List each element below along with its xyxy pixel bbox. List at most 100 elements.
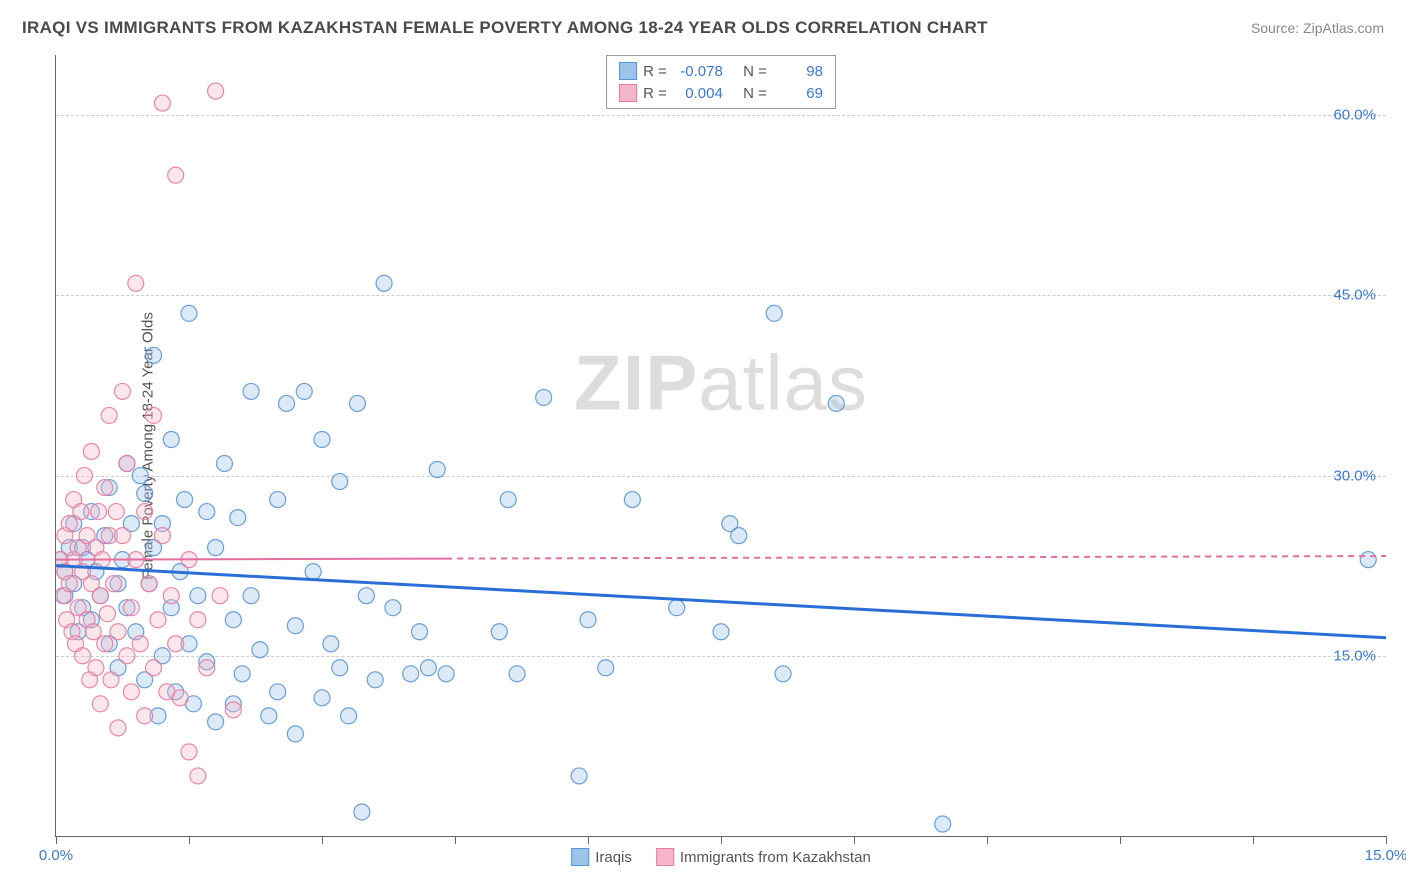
data-point xyxy=(287,618,303,634)
data-point xyxy=(190,588,206,604)
data-point xyxy=(314,690,330,706)
data-point xyxy=(150,612,166,628)
data-point xyxy=(243,383,259,399)
data-point xyxy=(181,744,197,760)
legend-r-label: R = xyxy=(643,63,667,80)
data-point xyxy=(190,612,206,628)
data-point xyxy=(420,660,436,676)
data-point xyxy=(76,468,92,484)
x-tick xyxy=(1386,836,1387,844)
data-point xyxy=(73,504,89,520)
data-point xyxy=(766,305,782,321)
data-point xyxy=(128,275,144,291)
data-point xyxy=(123,600,139,616)
data-point xyxy=(332,660,348,676)
data-point xyxy=(491,624,507,640)
data-point xyxy=(103,672,119,688)
data-point xyxy=(88,660,104,676)
x-tick xyxy=(721,836,722,844)
data-point xyxy=(190,768,206,784)
data-point xyxy=(110,720,126,736)
data-point xyxy=(208,714,224,730)
data-point xyxy=(83,444,99,460)
data-point xyxy=(314,431,330,447)
data-point xyxy=(110,624,126,640)
data-point xyxy=(97,480,113,496)
data-point xyxy=(85,624,101,640)
data-point xyxy=(208,540,224,556)
data-point xyxy=(580,612,596,628)
data-point xyxy=(828,395,844,411)
data-point xyxy=(108,504,124,520)
plot-area: ZIPatlas R =-0.078 N =98R =0.004 N =69 I… xyxy=(55,55,1386,837)
data-point xyxy=(99,606,115,622)
data-point xyxy=(775,666,791,682)
data-point xyxy=(252,642,268,658)
legend-swatch xyxy=(571,848,589,866)
data-point xyxy=(225,612,241,628)
legend-r-label: R = xyxy=(643,85,667,102)
data-point xyxy=(935,816,951,832)
source-value: ZipAtlas.com xyxy=(1303,20,1384,36)
data-point xyxy=(500,492,516,508)
data-point xyxy=(225,702,241,718)
data-point xyxy=(141,576,157,592)
data-point xyxy=(172,690,188,706)
x-tick xyxy=(322,836,323,844)
source-label: Source: xyxy=(1251,20,1303,36)
data-point xyxy=(713,624,729,640)
legend-series: IraqisImmigrants from Kazakhstan xyxy=(571,848,871,866)
data-point xyxy=(270,492,286,508)
data-point xyxy=(146,347,162,363)
x-tick xyxy=(1120,836,1121,844)
data-point xyxy=(270,684,286,700)
data-point xyxy=(199,660,215,676)
data-point xyxy=(119,648,135,664)
data-point xyxy=(91,504,107,520)
data-point xyxy=(296,383,312,399)
data-point xyxy=(75,648,91,664)
chart-title: IRAQI VS IMMIGRANTS FROM KAZAKHSTAN FEMA… xyxy=(22,18,988,38)
x-tick xyxy=(1253,836,1254,844)
x-tick xyxy=(189,836,190,844)
legend-n-value: 98 xyxy=(773,63,823,80)
x-tick xyxy=(987,836,988,844)
data-point xyxy=(669,600,685,616)
data-point xyxy=(429,462,445,478)
data-point xyxy=(163,431,179,447)
data-point xyxy=(261,708,277,724)
data-point xyxy=(119,456,135,472)
data-point xyxy=(199,504,215,520)
data-point xyxy=(243,588,259,604)
legend-n-label: N = xyxy=(743,63,767,80)
legend-correlation: R =-0.078 N =98R =0.004 N =69 xyxy=(606,55,836,109)
data-point xyxy=(216,456,232,472)
legend-swatch xyxy=(619,62,637,80)
legend-n-value: 69 xyxy=(773,85,823,102)
data-point xyxy=(168,167,184,183)
data-point xyxy=(341,708,357,724)
data-point xyxy=(367,672,383,688)
data-point xyxy=(1360,552,1376,568)
data-point xyxy=(146,660,162,676)
data-point xyxy=(571,768,587,784)
x-tick-label-left: 0.0% xyxy=(39,847,73,864)
data-point xyxy=(234,666,250,682)
x-tick xyxy=(854,836,855,844)
legend-swatch xyxy=(619,84,637,102)
data-point xyxy=(177,492,193,508)
data-point xyxy=(624,492,640,508)
data-point xyxy=(154,95,170,111)
data-point xyxy=(438,666,454,682)
data-point xyxy=(358,588,374,604)
data-point xyxy=(92,588,108,604)
data-point xyxy=(101,407,117,423)
data-point xyxy=(181,305,197,321)
data-point xyxy=(412,624,428,640)
data-point xyxy=(137,504,153,520)
data-point xyxy=(376,275,392,291)
legend-correlation-row: R =-0.078 N =98 xyxy=(619,60,823,82)
data-point xyxy=(385,600,401,616)
data-point xyxy=(132,468,148,484)
data-point xyxy=(115,528,131,544)
